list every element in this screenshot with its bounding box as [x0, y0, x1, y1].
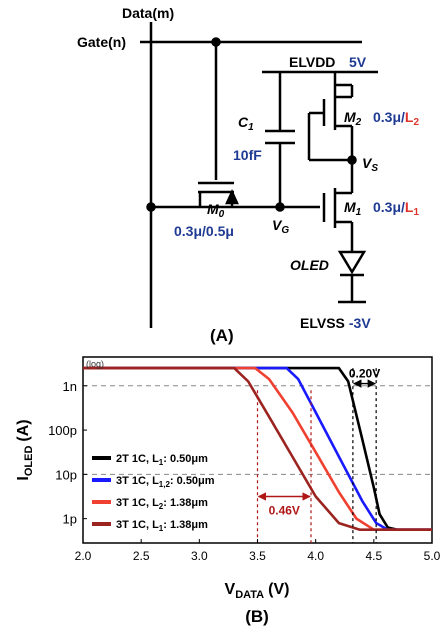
elvdd-label: ELVDD: [289, 54, 335, 70]
c1-value: 10fF: [233, 147, 262, 163]
legend-label: 3T 1C, L1,2: 0.50μm: [116, 475, 215, 489]
legend-label: 3T 1C, L1: 1.38μm: [116, 519, 208, 533]
data-node: [146, 202, 156, 212]
circuit-diagram: [140, 22, 378, 328]
m0-size: 0.3μ/0.5μ: [174, 223, 234, 239]
x-tick-label: 2.5: [133, 549, 150, 563]
x-tick-label: 2.0: [75, 549, 92, 563]
data-label: Data(m): [122, 5, 174, 21]
legend-label: 2T 1C, L1: 0.50μm: [116, 453, 208, 467]
m2-label: M2: [344, 109, 362, 128]
x-tick-label: 4.0: [307, 549, 324, 563]
chart: 0.20V 0.46V 2T 1C, L1: 0.50μm 3T 1C, L1,2:…: [15, 356, 441, 626]
circuit-labels: Data(m) Gate(n) ELVDD 5V C1 10fF M2 0.3μ…: [77, 5, 419, 345]
x-tick-label: 3.0: [191, 549, 208, 563]
series-line: [83, 366, 432, 532]
y-tick-label: 1p: [63, 512, 77, 527]
y-tick-label: 1n: [63, 379, 77, 394]
panel-b-label: (B): [245, 607, 269, 626]
y-tick-label: 10p: [55, 467, 77, 482]
annotation-label: 0.20V: [349, 367, 380, 381]
vg-label: VG: [272, 217, 289, 236]
m1-size: 0.3μ/L1: [373, 199, 419, 218]
oled-diode: [337, 250, 367, 275]
vs-label: VS: [362, 155, 378, 174]
legend-label: 3T 1C, L2: 1.38μm: [116, 497, 208, 511]
tick-layer: 2.0 2.5 3.0 3.5 4.0 4.5 5.0 1n 100p 10p 1p: [48, 379, 441, 563]
m0-label: M0: [207, 201, 225, 220]
m0-body-arrow: [225, 188, 239, 205]
x-tick-label: 4.5: [365, 549, 382, 563]
y-corner-label: (log): [86, 359, 104, 369]
x-tick-label: 5.0: [424, 549, 441, 563]
m2-size: 0.3μ/L2: [373, 109, 419, 128]
oled-label: OLED: [290, 257, 329, 273]
x-tick-label: 3.5: [249, 549, 266, 563]
elvss-label: ELVSS -3V: [300, 315, 371, 331]
series-line: [83, 366, 432, 532]
c1-label: C1: [238, 114, 254, 133]
panel-a-label: (A): [210, 326, 234, 345]
series-line: [83, 366, 432, 532]
x-axis-label: VDATA (V): [225, 581, 290, 601]
y-tick-label: 100p: [48, 423, 77, 438]
elvdd-value: 5V: [349, 54, 367, 70]
legend: 2T 1C, L1: 0.50μm 3T 1C, L1,2: 0.50μm 3T 1…: [92, 453, 215, 533]
series-layer: [83, 366, 432, 532]
annotation-label: 0.46V: [269, 504, 300, 518]
gate-label: Gate(n): [77, 34, 126, 50]
y-axis-label: IOLED(A): [15, 419, 35, 480]
annotation-layer: 0.20V 0.46V: [256, 367, 380, 543]
m1-label: M1: [344, 199, 362, 218]
